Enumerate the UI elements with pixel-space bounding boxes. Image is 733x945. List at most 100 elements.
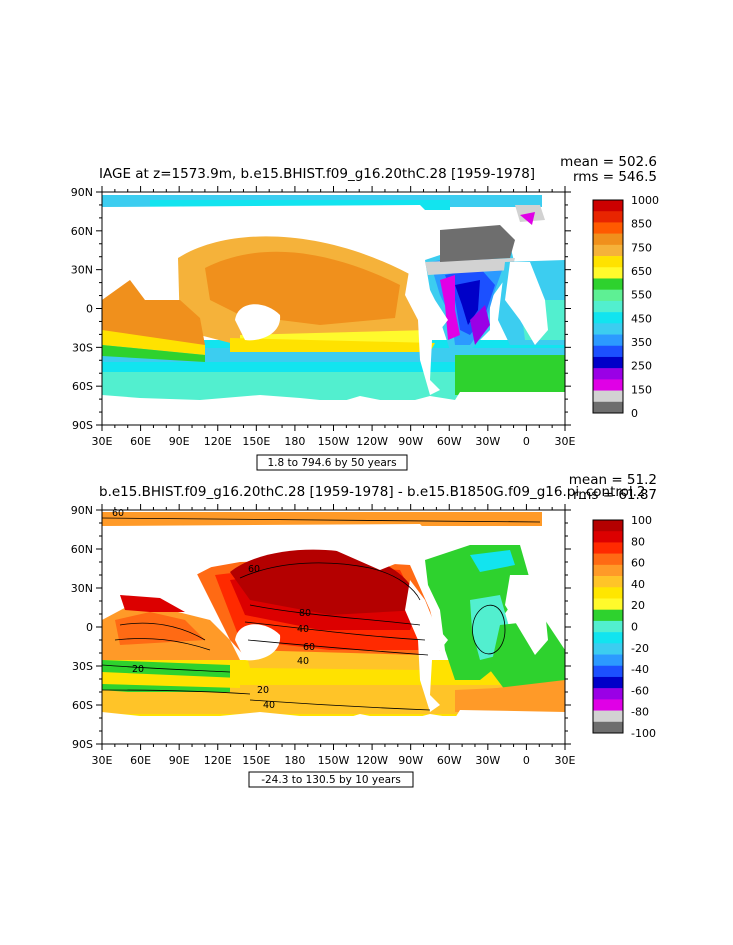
x-tick-label: 150E <box>242 754 270 767</box>
x-tick-label: 30E <box>92 754 113 767</box>
colorbar-swatch <box>593 609 623 622</box>
colorbar-label: 0 <box>631 407 638 420</box>
panel-1-rms: rms = 546.5 <box>573 169 657 185</box>
colorbar-label: 450 <box>631 312 652 325</box>
colorbar-frame <box>592 199 624 414</box>
colorbar-swatch <box>593 345 623 358</box>
colorbar-label: 40 <box>631 578 645 591</box>
x-tick-label: 150W <box>318 754 350 767</box>
y-tick-label: 60S <box>72 380 93 393</box>
colorbar-swatch <box>593 312 623 324</box>
x-tick-label: 90E <box>169 754 190 767</box>
x-tick-label: 30W <box>475 435 500 448</box>
y-tick-label: 30S <box>72 341 93 354</box>
colorbar-swatch <box>593 676 623 689</box>
colorbar-swatch <box>593 688 623 700</box>
colorbar-swatch <box>593 300 623 313</box>
panel-2-colorbar: 100 80 60 40 20 0 -20 -40 -60 -80 -100 <box>592 514 656 740</box>
x-tick-label: 30E <box>92 435 113 448</box>
colorbar-swatch <box>593 401 623 414</box>
colorbar-swatch <box>593 256 623 268</box>
x-tick-label: 60E <box>130 754 151 767</box>
colorbar-label: 1000 <box>631 194 659 207</box>
y-tick-label: 90S <box>72 419 93 432</box>
panel-2-info-box: -24.3 to 130.5 by 10 years <box>248 771 414 788</box>
colorbar-swatch <box>593 665 623 678</box>
colorbar-swatch <box>593 356 623 369</box>
colorbar-swatch <box>593 520 623 532</box>
x-tick-label: 0 <box>523 754 530 767</box>
panel-2-info-text: -24.3 to 130.5 by 10 years <box>261 774 401 786</box>
y-tick-label: 90N <box>71 504 93 517</box>
x-tick-label: 120E <box>204 754 232 767</box>
panel-1-info-text: 1.8 to 794.6 by 50 years <box>267 457 396 469</box>
x-tick-label: 60E <box>130 435 151 448</box>
colorbar-swatch <box>593 531 623 543</box>
colorbar-swatch <box>593 200 623 212</box>
colorbar-swatch <box>593 721 623 734</box>
panel-2-axes: 30E 60E 90E 120E 150E 180 150W 120W 90W 60W 30W 0 30… <box>71 504 576 767</box>
x-tick-label: 90E <box>169 435 190 448</box>
y-tick-label: 90N <box>71 186 93 199</box>
colorbar-label: 80 <box>631 535 645 548</box>
colorbar-swatch <box>593 576 623 588</box>
panel-1-colorbar: 1000 850 750 650 550 450 350 250 150 0 <box>592 194 659 420</box>
panel-2: b.e15.BHIST.f09_g16.20thC.28 [1959-1978]… <box>71 472 657 788</box>
x-tick-label: 180 <box>284 435 305 448</box>
contour-label: 80 <box>299 608 311 619</box>
y-tick-label: 30N <box>71 582 93 595</box>
colorbar-label: 100 <box>631 514 652 527</box>
y-tick-label: 30S <box>72 660 93 673</box>
contour-label: 60 <box>112 508 124 519</box>
colorbar-label: 250 <box>631 360 652 373</box>
colorbar-swatch <box>593 334 623 347</box>
x-tick-label: 120W <box>356 754 388 767</box>
contour-label: 20 <box>132 664 144 675</box>
x-tick-label: 120W <box>356 435 388 448</box>
x-tick-label: 90W <box>398 435 423 448</box>
colorbar-label: 350 <box>631 336 652 349</box>
x-tick-label: 150E <box>242 435 270 448</box>
x-tick-label: 120E <box>204 435 232 448</box>
colorbar-swatch <box>593 323 623 335</box>
colorbar-frame <box>592 519 624 734</box>
y-tick-label: 0 <box>86 303 93 316</box>
x-tick-label: 30E <box>555 754 576 767</box>
colorbar-label: 650 <box>631 265 652 278</box>
x-tick-label: 0 <box>523 435 530 448</box>
colorbar-swatch <box>593 244 623 257</box>
colorbar-label: -20 <box>631 642 649 655</box>
panel-1: IAGE at z=1573.9m, b.e15.BHIST.f09_g16.2… <box>71 154 659 471</box>
x-tick-label: 180 <box>284 754 305 767</box>
colorbar-swatch <box>593 368 623 380</box>
colorbar-swatch <box>593 542 623 554</box>
x-tick-label: 60W <box>437 754 462 767</box>
x-tick-label: 150W <box>318 435 350 448</box>
colorbar-swatch <box>593 278 623 290</box>
colorbar-label: 20 <box>631 599 645 612</box>
colorbar-swatch <box>593 598 623 610</box>
contour-label: 60 <box>303 642 315 653</box>
colorbar-label: -80 <box>631 706 649 719</box>
colorbar-label: -60 <box>631 684 649 697</box>
y-tick-label: 60S <box>72 699 93 712</box>
colorbar-swatch <box>593 632 623 644</box>
panel-1-mean: mean = 502.6 <box>560 154 657 170</box>
panel-2-title: b.e15.BHIST.f09_g16.20thC.28 [1959-1978]… <box>99 484 646 500</box>
colorbar-swatch <box>593 564 623 577</box>
contour-label: 20 <box>257 685 269 696</box>
colorbar-label: 60 <box>631 557 645 570</box>
x-tick-label: 30E <box>555 435 576 448</box>
x-tick-label: 60W <box>437 435 462 448</box>
panel-2-contour-labels: 60 60 40 80 60 40 20 20 40 <box>112 508 315 711</box>
x-tick-label: 90W <box>398 754 423 767</box>
colorbar-swatch <box>593 710 623 723</box>
contour-label: 40 <box>297 656 309 667</box>
colorbar-swatch <box>593 699 623 711</box>
y-tick-label: 90S <box>72 738 93 751</box>
panel-2-rms: rms = 61.87 <box>573 487 657 503</box>
panel-1-info-box: 1.8 to 794.6 by 50 years <box>256 454 408 471</box>
colorbar-label: 150 <box>631 383 652 396</box>
y-tick-label: 30N <box>71 264 93 277</box>
